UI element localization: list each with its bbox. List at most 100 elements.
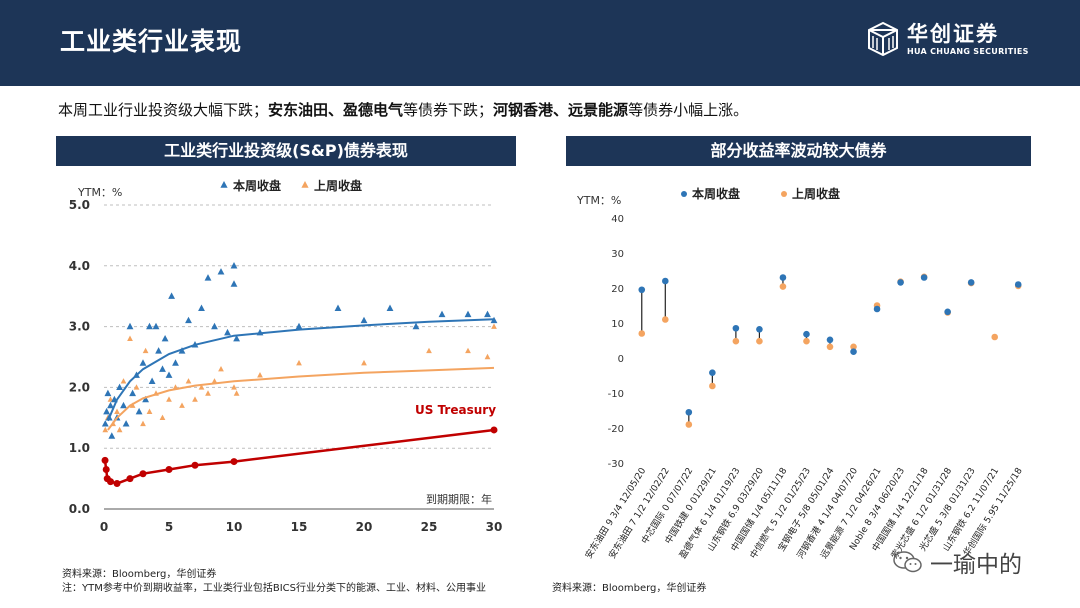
last-week-point: [114, 408, 120, 414]
us-treasury-point: [191, 461, 199, 469]
last-week-point: [211, 378, 218, 384]
last-week-point: [756, 337, 763, 345]
this-week-point: [233, 334, 241, 342]
y-tick-label: 30: [611, 249, 624, 260]
y-tick-label: 20: [611, 284, 624, 295]
this-week-point: [198, 304, 205, 312]
this-week-point: [732, 324, 740, 332]
us-treasury-point: [102, 465, 110, 473]
last-week-point: [140, 420, 146, 427]
last-week-point: [491, 323, 497, 329]
header-bar: 工业类行业表现 华创证券 HUA CHUANG SECURITIES: [0, 0, 1080, 86]
this-week-point: [217, 268, 225, 275]
x-tick-label: 20: [356, 520, 373, 534]
summary-bold1: 安东油田、盈德电气: [268, 101, 404, 119]
legend-label-last-week: 上周收盘: [792, 186, 840, 201]
this-week-point: [165, 371, 173, 378]
this-week-point: [920, 274, 928, 281]
x-tick-label: 15: [291, 520, 308, 534]
this-week-point: [944, 308, 951, 316]
summary-part3: 等债券小幅上涨。: [628, 101, 749, 119]
last-week-point: [192, 396, 198, 402]
us-treasury-annotation: US Treasury: [415, 403, 496, 417]
this-week-point: [638, 286, 646, 294]
us-treasury-point: [101, 456, 109, 464]
this-week-point: [1014, 281, 1022, 288]
last-week-point: [133, 384, 140, 390]
us-treasury-point: [113, 479, 121, 487]
x-tick-label: 30: [486, 520, 503, 534]
left-source-note: 资料来源：Bloomberg，华创证券: [62, 569, 217, 580]
last-week-point: [231, 384, 237, 390]
y-axis-label: YTM：%: [576, 194, 621, 207]
last-week-point: [166, 396, 172, 402]
this-week-point: [129, 389, 137, 397]
this-week-point: [295, 322, 303, 330]
this-week-point: [897, 279, 904, 286]
last-week-point: [296, 359, 302, 366]
this-week-point: [155, 347, 163, 354]
this-week-point: [661, 277, 669, 285]
last-week-point: [991, 333, 999, 341]
last-week-point: [218, 365, 224, 372]
y-tick-label: 0: [618, 354, 624, 365]
this-week-point: [107, 401, 114, 409]
this-week-point: [101, 420, 109, 427]
last-week-point: [361, 359, 367, 366]
last-week-point: [185, 378, 192, 384]
this-week-point: [142, 395, 150, 403]
this-week-point: [103, 407, 111, 415]
watermark-text: 一瑜中的: [930, 552, 1022, 578]
page-title: 工业类行业表现: [60, 27, 243, 56]
last-week-point: [146, 408, 153, 414]
company-logo: 华创证券 HUA CHUANG SECURITIES: [865, 18, 1045, 68]
summary-bold2: 河钢香港、远景能源: [493, 101, 629, 119]
left-chart-title: 工业类行业投资级(S&P)债券表现: [56, 136, 516, 166]
last-week-point: [732, 337, 740, 345]
last-week-point: [685, 421, 693, 428]
this-week-point: [204, 274, 212, 281]
logo-text-cn: 华创证券: [907, 22, 999, 46]
last-week-point: [102, 426, 109, 433]
this-week-point: [334, 304, 342, 312]
this-week-point: [230, 262, 238, 269]
this-week-point: [120, 401, 127, 409]
last-week-point: [779, 283, 787, 290]
this-week-point: [152, 322, 160, 330]
last-week-point: [709, 382, 716, 390]
summary-part2: 等债券下跌；: [403, 101, 494, 119]
y-tick-label: -10: [608, 389, 624, 400]
last-week-point: [465, 347, 471, 354]
y-tick-label: 4.0: [69, 259, 90, 273]
legend-marker-this-week: [220, 181, 228, 188]
this-week-point: [412, 322, 420, 330]
legend-marker-last-week: [781, 191, 787, 197]
this-week-point: [159, 365, 166, 372]
right-source-note: 资料来源：Bloomberg，华创证券: [552, 583, 707, 594]
this-week-point: [438, 310, 446, 318]
x-axis-label: 到期期限：年: [426, 492, 492, 506]
summary-text: 本周工业行业投资级大幅下跌；安东油田、盈德电气等债券下跌；河钢香港、远景能源等债…: [58, 99, 748, 120]
x-tick-label: 5: [165, 520, 173, 534]
this-week-point: [161, 334, 169, 342]
legend-label-last-week: 上周收盘: [314, 178, 362, 193]
y-tick-label: 3.0: [69, 320, 90, 334]
last-week-point: [661, 316, 669, 323]
last-week-point: [116, 426, 123, 433]
us-treasury-point: [126, 475, 134, 483]
this-week-point: [709, 369, 716, 377]
last-week-point: [426, 347, 432, 354]
this-week-point: [826, 336, 834, 344]
this-week-point: [779, 274, 787, 281]
right-chart-title: 部分收益率波动较大债券: [566, 136, 1031, 166]
this-week-point: [122, 420, 130, 427]
this-week-point: [803, 330, 810, 338]
legend-marker-this-week: [681, 191, 687, 197]
this-week-point: [685, 408, 693, 416]
y-tick-label: 1.0: [69, 441, 90, 455]
this-week-point: [126, 322, 134, 330]
this-week-trendline: [106, 318, 495, 422]
logo-text-en: HUA CHUANG SECURITIES: [907, 47, 1029, 56]
this-week-point: [116, 383, 124, 391]
